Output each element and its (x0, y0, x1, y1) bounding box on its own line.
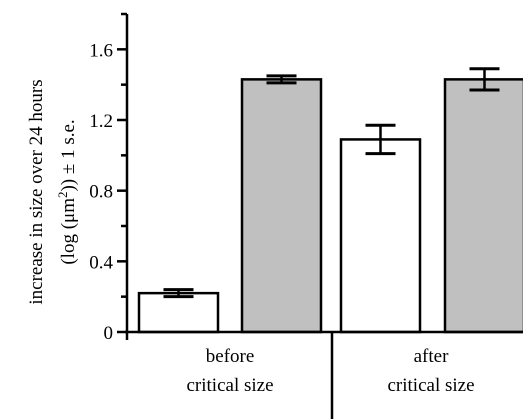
category-label-line1: before (206, 346, 255, 367)
y-axis-title: increase in size over 24 hours (log (μm2… (26, 79, 79, 304)
bar (339, 138, 422, 334)
bar-series (137, 67, 523, 334)
bar (240, 78, 323, 334)
y-axis-title-line1: increase in size over 24 hours (26, 79, 47, 304)
y-axis-ticks: 0 0.4 0.8 1.2 1.6 (89, 12, 127, 344)
category-label-line2: critical size (186, 375, 273, 396)
y-tick-label: 0.8 (89, 182, 113, 203)
bar (443, 78, 523, 334)
y-tick-label: 0 (104, 323, 114, 344)
y-tick-label: 1.6 (89, 40, 113, 61)
category-label-line1: after (414, 346, 449, 367)
y-tick-label: 0.4 (89, 252, 113, 273)
axes (125, 14, 523, 419)
bar (137, 291, 220, 334)
y-axis-title-line2: (log (μm2)) ± 1 s.e. (55, 119, 79, 264)
category-labels: before critical size after critical size (186, 346, 474, 396)
y-tick-label: 1.2 (89, 111, 113, 132)
category-label-line2: critical size (387, 375, 474, 396)
